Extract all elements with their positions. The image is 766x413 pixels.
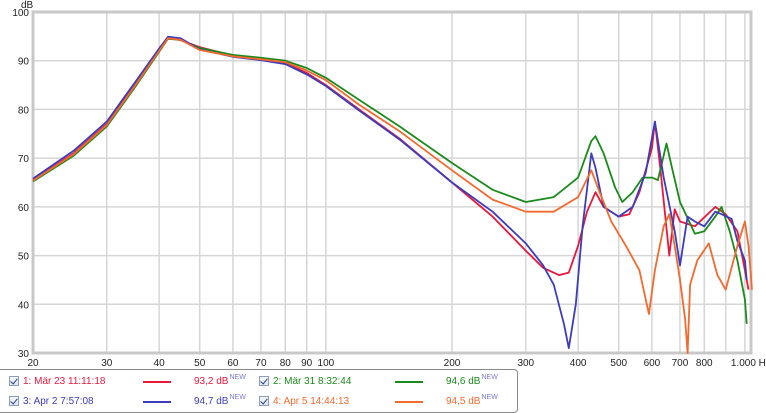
chart-grid bbox=[33, 12, 751, 353]
y-tick-label: 70 bbox=[18, 154, 30, 165]
x-tick-label: 400 bbox=[570, 358, 587, 369]
y-tick-label: 90 bbox=[18, 57, 30, 68]
legend-item-2[interactable]: 2: Mär 31 8:32:44 bbox=[259, 371, 351, 391]
legend-item-4[interactable]: 4: Apr 5 14:44:13 bbox=[259, 391, 349, 411]
series-line-2 bbox=[32, 37, 748, 324]
y-tick-label: 40 bbox=[18, 300, 30, 311]
x-tick-label: 800 bbox=[696, 358, 713, 369]
legend-item-3[interactable]: 3: Apr 2 7:57:08 bbox=[9, 391, 94, 411]
legend-swatch-2 bbox=[395, 381, 423, 383]
y-tick-label: 80 bbox=[18, 105, 30, 116]
y-axis-ticks: 30 40 50 60 70 80 90 100 bbox=[12, 8, 29, 360]
y-tick-label: 60 bbox=[18, 203, 30, 214]
x-tick-label: 1.000 Hz bbox=[731, 358, 766, 369]
x-tick-label: 80 bbox=[280, 358, 292, 369]
legend-panel: 1: Mär 23 11:11:18 93,2 dBNEW 2: Mär 31 … bbox=[0, 369, 518, 413]
x-tick-label: 30 bbox=[101, 358, 113, 369]
x-tick-label: 50 bbox=[194, 358, 206, 369]
legend-label: 2: Mär 31 8:32:44 bbox=[273, 375, 352, 387]
y-axis-unit: dB bbox=[21, 0, 34, 11]
x-tick-label: 100 bbox=[318, 358, 335, 369]
legend-value-1: 93,2 dBNEW bbox=[194, 374, 246, 387]
legend-value-4: 94,5 dBNEW bbox=[446, 394, 498, 407]
y-tick-label: 30 bbox=[18, 349, 30, 360]
legend-item-1[interactable]: 1: Mär 23 11:11:18 bbox=[9, 371, 105, 391]
legend-label: 3: Apr 2 7:57:08 bbox=[23, 395, 94, 407]
x-tick-label: 300 bbox=[517, 358, 534, 369]
x-tick-label: 500 bbox=[610, 358, 627, 369]
y-tick-label: 100 bbox=[12, 8, 29, 19]
legend-label: 4: Apr 5 14:44:13 bbox=[273, 395, 350, 407]
y-tick-label: 50 bbox=[18, 252, 30, 263]
x-tick-label: 20 bbox=[27, 358, 39, 369]
checkbox-series-3[interactable] bbox=[9, 396, 19, 406]
checkbox-series-2[interactable] bbox=[259, 376, 269, 386]
legend-label: 1: Mär 23 11:11:18 bbox=[23, 375, 106, 387]
legend-swatch-4 bbox=[395, 401, 423, 403]
chart-curves bbox=[32, 35, 753, 354]
x-tick-label: 40 bbox=[154, 358, 166, 369]
x-tick-label: 600 bbox=[644, 358, 661, 369]
x-tick-label: 90 bbox=[301, 358, 313, 369]
series-line-4 bbox=[32, 37, 753, 354]
x-tick-label: 60 bbox=[227, 358, 239, 369]
x-tick-label: 200 bbox=[444, 358, 461, 369]
checkbox-series-4[interactable] bbox=[259, 396, 269, 406]
x-axis-ticks: 20 30 40 50 60 70 80 90 100 200 300 400 500 600 700 800… bbox=[27, 358, 766, 369]
checkbox-series-1[interactable] bbox=[9, 376, 19, 386]
x-tick-label: 700 bbox=[672, 358, 689, 369]
legend-value-2: 94,6 dBNEW bbox=[446, 374, 498, 387]
plot-frame bbox=[31, 10, 753, 355]
legend-swatch-1 bbox=[143, 381, 171, 383]
legend-swatch-3 bbox=[143, 401, 171, 403]
legend-value-3: 94,7 dBNEW bbox=[194, 394, 246, 407]
x-tick-label: 70 bbox=[255, 358, 267, 369]
